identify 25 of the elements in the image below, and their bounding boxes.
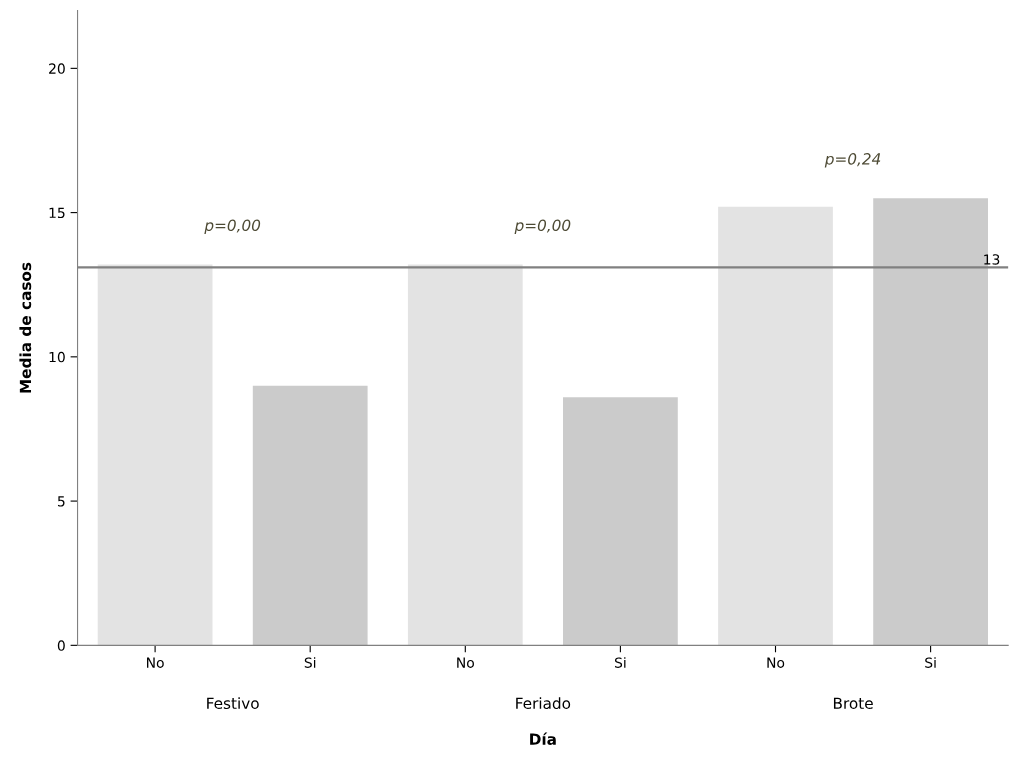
x-tick-label: Si (614, 657, 626, 668)
bar (252, 385, 368, 646)
bar (718, 206, 833, 646)
y-tick-label: 15 (49, 207, 65, 219)
ref-line-label: 13 (984, 254, 1000, 265)
y-tick-label: 5 (57, 496, 65, 507)
y-tick-label: 10 (49, 351, 65, 363)
y-tick-label: 0 (57, 640, 65, 651)
text: Festivo (207, 697, 259, 710)
annotation: p=0,24 (824, 153, 881, 168)
x-axis-title: Día (530, 732, 556, 745)
x-tick-label: No (457, 657, 474, 668)
annotation: p=0,00 (204, 219, 261, 234)
x-tick-label: Si (925, 657, 936, 668)
bar (407, 264, 523, 646)
text: Brote (833, 697, 873, 710)
bar (563, 397, 678, 646)
text: Feriado (516, 697, 571, 710)
y-tick-label: 20 (49, 63, 65, 74)
annotation: p=0,00 (514, 219, 571, 234)
bar (97, 264, 213, 646)
y-axis-title: Media de casos (19, 262, 32, 393)
x-tick-label: No (147, 657, 164, 668)
x-tick-label: No (767, 657, 785, 668)
x-tick-label: Si (304, 657, 316, 668)
